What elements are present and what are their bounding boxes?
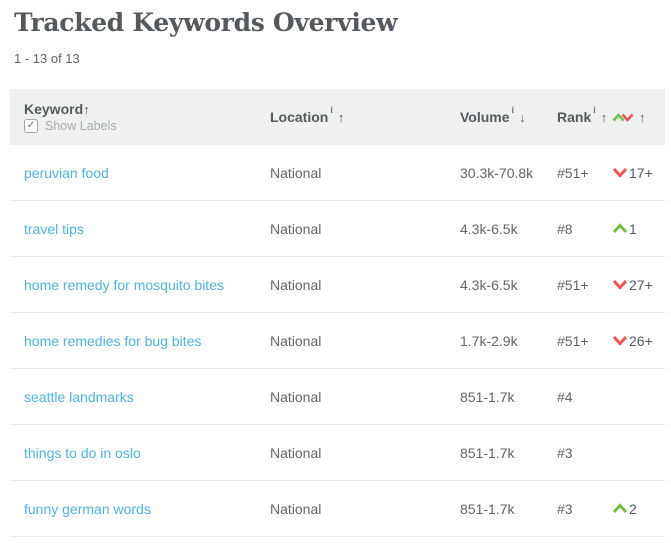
rank-change-cell: 27+ [612,277,659,293]
sort-desc-icon: ↓ [519,109,526,125]
change-chevron-icon [612,167,628,178]
location-cell: National [270,164,322,181]
tracked-keywords-table: Keyword ↑ ✓ Show Labels Location i ↑ Volum… [10,89,665,537]
info-icon[interactable]: i [330,105,333,115]
location-cell: National [270,500,322,517]
sort-asc-icon: ↑ [639,109,646,125]
keyword-link[interactable]: seattle landmarks [24,388,134,405]
volume-cell: 851-1.7k [460,444,515,461]
table-row: home remedies for bug bites National 1.7… [10,313,665,369]
column-header-rank[interactable]: Rank i ↑ [557,105,612,125]
rank-change-cell: 26+ [612,333,659,349]
column-header-rank-change[interactable]: ↑ [612,110,659,125]
change-value: 17+ [629,164,653,181]
rank-change-cell: 17+ [612,165,659,181]
location-column-label: Location i [270,105,333,125]
rank-cell: #8 [557,220,573,237]
change-value: 27+ [629,276,653,293]
table-header-row: Keyword ↑ ✓ Show Labels Location i ↑ Volum… [10,89,665,145]
keyword-column-label: Keyword [24,101,84,117]
keyword-link[interactable]: travel tips [24,220,84,237]
rank-cell: #51+ [557,276,589,293]
table-row: home remedy for mosquito bites National … [10,257,665,313]
change-chevron-icon [612,279,628,290]
keyword-link[interactable]: things to do in oslo [24,444,141,461]
volume-cell: 1.7k-2.9k [460,332,518,349]
page-title: Tracked Keywords Overview [14,8,398,37]
column-header-volume[interactable]: Volume i ↓ [460,105,557,125]
rank-change-icon [612,112,634,122]
table-row: travel tips National 4.3k-6.5k #8 1 [10,201,665,257]
volume-column-label: Volume i [460,105,515,125]
rank-cell: #51+ [557,164,589,181]
rank-cell: #4 [557,388,573,405]
info-icon[interactable]: i [511,105,515,115]
rank-change-cell: 2 [612,501,659,517]
keyword-link[interactable]: funny german words [24,500,151,517]
change-chevron-icon [612,503,628,514]
rank-cell: #51+ [557,332,589,349]
checkbox-checked-icon[interactable]: ✓ [24,119,38,133]
sort-asc-icon: ↑ [600,109,608,125]
volume-cell: 851-1.7k [460,388,515,405]
rank-cell: #3 [557,444,573,461]
volume-cell: 851-1.7k [460,500,515,517]
sort-asc-icon: ↑ [83,101,90,117]
info-icon[interactable]: i [593,105,596,115]
volume-cell: 4.3k-6.5k [460,276,518,293]
change-value: 2 [629,500,637,517]
show-labels-checkbox[interactable]: ✓ Show Labels [24,119,117,133]
table-row: funny german words National 851-1.7k #3 … [10,481,665,537]
result-count: 1 - 13 of 13 [14,51,80,66]
change-chevron-icon [612,335,628,346]
change-chevron-icon [612,223,628,234]
keyword-link[interactable]: peruvian food [24,164,109,181]
column-header-location[interactable]: Location i ↑ [270,105,460,125]
volume-cell: 4.3k-6.5k [460,220,518,237]
rank-change-cell: 1 [612,221,659,237]
change-value: 26+ [629,332,653,349]
column-header-keyword[interactable]: Keyword ↑ ✓ Show Labels [24,101,270,133]
location-cell: National [270,276,322,293]
keyword-link[interactable]: home remedy for mosquito bites [24,276,224,293]
location-cell: National [270,388,322,405]
keyword-link[interactable]: home remedies for bug bites [24,332,202,349]
table-row: peruvian food National 30.3k-70.8k #51+ … [10,145,665,201]
table-row: things to do in oslo National 851-1.7k #… [10,425,665,481]
change-value: 1 [629,220,637,237]
rank-cell: #3 [557,500,573,517]
table-row: seattle landmarks National 851-1.7k #4 [10,369,665,425]
rank-column-label: Rank i [557,105,596,125]
volume-cell: 30.3k-70.8k [460,164,534,181]
sort-asc-icon: ↑ [337,109,345,125]
table-body: peruvian food National 30.3k-70.8k #51+ … [10,145,665,537]
show-labels-label: Show Labels [45,119,117,133]
location-cell: National [270,444,322,461]
location-cell: National [270,332,322,349]
location-cell: National [270,220,322,237]
